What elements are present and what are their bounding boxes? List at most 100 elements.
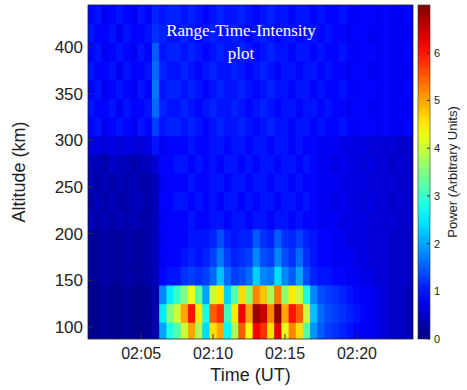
heat-cell: [202, 266, 210, 285]
colorbar-tick: [427, 195, 430, 196]
heat-cell: [274, 173, 282, 192]
heat-cell: [152, 192, 160, 211]
heat-cell: [281, 61, 289, 80]
heat-cell: [296, 80, 304, 99]
heat-cell: [245, 136, 253, 155]
heat-cell: [303, 266, 311, 285]
heat-cell: [296, 322, 304, 339]
heat-cell: [289, 117, 297, 136]
heat-cell: [339, 285, 347, 304]
heat-cell: [102, 42, 110, 61]
x-tick-label: 02:15: [265, 345, 305, 362]
heat-cell: [138, 98, 146, 117]
heat-cell: [260, 210, 268, 229]
heat-cell: [346, 304, 354, 323]
heat-cell: [317, 322, 325, 339]
heat-cell: [310, 154, 318, 173]
heat-cell: [296, 266, 304, 285]
heat-cell: [267, 98, 275, 117]
heat-cell: [396, 210, 404, 229]
heat-cell: [361, 173, 369, 192]
heat-cell: [346, 117, 354, 136]
heat-cell: [317, 266, 325, 285]
heat-cell: [353, 80, 361, 99]
colorbar-label: Power (Arbitrary Units): [445, 106, 460, 237]
heat-cell: [396, 80, 404, 99]
heat-cell: [310, 322, 318, 339]
heat-cell: [130, 42, 138, 61]
heat-cell: [102, 24, 110, 43]
heat-cell: [332, 229, 340, 248]
heat-cell: [202, 42, 210, 61]
heat-cell: [325, 192, 333, 211]
heat-cell: [267, 173, 275, 192]
heat-cell: [404, 322, 412, 339]
heat-cell: [389, 136, 397, 155]
heat-cell: [260, 98, 268, 117]
heat-cell: [267, 285, 275, 304]
heat-cell: [152, 136, 160, 155]
heat-cell: [181, 154, 189, 173]
heat-cell: [116, 61, 124, 80]
heat-cell: [260, 285, 268, 304]
colorbar-tick-label: 0: [434, 333, 440, 345]
heat-cell: [375, 80, 383, 99]
heat-cell: [245, 117, 253, 136]
heat-cell: [188, 248, 196, 267]
heat-cell: [166, 192, 174, 211]
heat-cell: [231, 322, 239, 339]
heat-cell: [267, 210, 275, 229]
heat-cell: [166, 173, 174, 192]
heat-cell: [116, 5, 124, 24]
heat-cell: [404, 229, 412, 248]
heat-cell: [267, 322, 275, 339]
heat-cell: [94, 98, 102, 117]
heat-cell: [166, 229, 174, 248]
heat-cell: [210, 285, 218, 304]
x-tick-label: 02:10: [193, 345, 233, 362]
heat-cell: [195, 61, 203, 80]
heat-cell: [94, 304, 102, 323]
heat-cell: [382, 24, 390, 43]
heat-cell: [166, 42, 174, 61]
heat-cell: [296, 229, 304, 248]
heat-cell: [317, 61, 325, 80]
heat-cell: [174, 248, 182, 267]
heat-cell: [317, 210, 325, 229]
heat-cell: [88, 173, 95, 192]
heat-cell: [181, 266, 189, 285]
heat-cell: [325, 154, 333, 173]
heat-cell: [375, 24, 383, 43]
heat-cell: [389, 266, 397, 285]
heat-cell: [159, 285, 167, 304]
heat-cell: [317, 98, 325, 117]
heat-cell: [303, 173, 311, 192]
heat-cell: [109, 266, 117, 285]
heat-cell: [210, 322, 218, 339]
heat-cell: [238, 304, 246, 323]
heat-cell: [260, 136, 268, 155]
y-tick-label: 400: [55, 38, 83, 57]
heat-cell: [281, 117, 289, 136]
heat-cell: [109, 24, 117, 43]
heat-cell: [152, 80, 160, 99]
heat-cell: [296, 117, 304, 136]
heat-cell: [339, 210, 347, 229]
y-tick-label: 150: [55, 271, 83, 290]
heat-cell: [210, 248, 218, 267]
heat-cell: [361, 24, 369, 43]
heat-cell: [317, 192, 325, 211]
heat-cell: [368, 80, 376, 99]
heat-cell: [353, 136, 361, 155]
heat-cell: [210, 304, 218, 323]
heat-cell: [253, 136, 261, 155]
heat-cell: [231, 117, 239, 136]
heat-cell: [404, 80, 412, 99]
heat-cell: [281, 322, 289, 339]
heat-cell: [317, 24, 325, 43]
heat-cell: [102, 117, 110, 136]
heat-cell: [102, 98, 110, 117]
heat-cell: [396, 322, 404, 339]
heat-cell: [102, 154, 110, 173]
heat-cell: [310, 210, 318, 229]
